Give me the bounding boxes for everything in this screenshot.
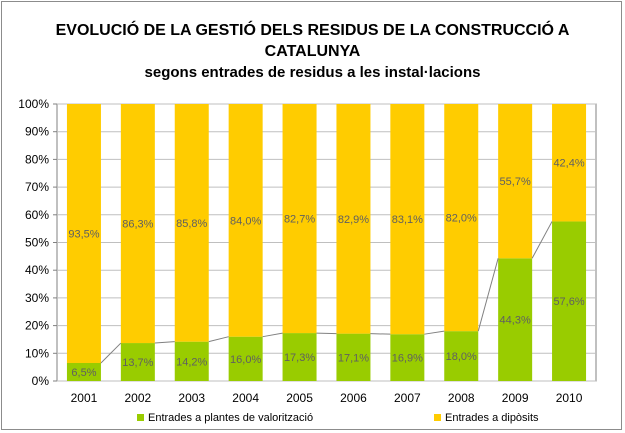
y-tick-label: 30% bbox=[25, 291, 49, 305]
x-tick-label: 2006 bbox=[340, 391, 367, 405]
bar-diposits bbox=[552, 104, 587, 222]
data-label-diposits: 82,9% bbox=[338, 214, 369, 226]
y-tick-label: 20% bbox=[25, 319, 49, 333]
chart-title-line2: CATALUNYA bbox=[264, 43, 361, 60]
bar-diposits bbox=[390, 104, 425, 335]
x-tick-label: 2004 bbox=[232, 391, 259, 405]
x-tick-label: 2007 bbox=[394, 391, 421, 405]
data-label-valoritzacio: 17,3% bbox=[284, 352, 315, 364]
series-line-segment bbox=[370, 333, 391, 335]
y-tick-label: 100% bbox=[18, 97, 49, 111]
x-tick-label: 2010 bbox=[556, 391, 583, 405]
data-label-diposits: 82,0% bbox=[446, 213, 477, 225]
data-label-diposits: 84,0% bbox=[230, 215, 261, 227]
series-line-segment bbox=[100, 342, 122, 364]
bar-valoritzacio bbox=[498, 258, 533, 381]
data-label-diposits: 82,7% bbox=[284, 214, 315, 226]
x-tick-label: 2003 bbox=[178, 391, 205, 405]
chart-subtitle: segons entrades de residus a les instal·… bbox=[144, 64, 481, 81]
bar-diposits bbox=[120, 104, 155, 344]
legend-label-diposits: Entrades a dipòsits bbox=[445, 412, 539, 424]
bar-diposits bbox=[228, 104, 263, 337]
x-tick-label: 2005 bbox=[286, 391, 313, 405]
data-label-diposits: 85,8% bbox=[176, 218, 207, 230]
bar-diposits bbox=[336, 104, 371, 334]
bar-valoritzacio bbox=[228, 336, 263, 381]
bar-valoritzacio bbox=[390, 334, 425, 381]
bar-diposits bbox=[282, 104, 317, 334]
y-tick-label: 60% bbox=[25, 208, 49, 222]
y-tick-label: 10% bbox=[25, 346, 49, 360]
series-line-segment bbox=[154, 341, 175, 344]
data-label-valoritzacio: 57,6% bbox=[553, 296, 584, 308]
data-label-diposits: 86,3% bbox=[122, 219, 153, 231]
x-tick-label: 2002 bbox=[124, 391, 151, 405]
legend-swatch-valoritzacio bbox=[137, 414, 144, 421]
chart-title-line1: EVOLUCIÓ DE LA GESTIÓ DELS RESIDUS DE LA… bbox=[55, 22, 570, 39]
data-label-valoritzacio: 16,9% bbox=[392, 353, 423, 365]
y-tick-label: 90% bbox=[25, 125, 49, 139]
bar-diposits bbox=[498, 104, 533, 259]
data-label-diposits: 55,7% bbox=[500, 176, 531, 188]
data-label-valoritzacio: 16,0% bbox=[230, 354, 261, 366]
data-label-valoritzacio: 44,3% bbox=[500, 315, 531, 327]
bar-diposits bbox=[444, 104, 479, 332]
bar-valoritzacio bbox=[336, 333, 371, 381]
series-line-segment bbox=[208, 336, 229, 343]
data-label-valoritzacio: 14,2% bbox=[176, 356, 207, 368]
data-label-valoritzacio: 6,5% bbox=[71, 367, 96, 379]
bar-diposits bbox=[174, 104, 209, 342]
y-tick-label: 0% bbox=[32, 374, 50, 388]
bar-valoritzacio bbox=[120, 343, 155, 381]
bar-valoritzacio bbox=[552, 221, 587, 381]
y-tick-label: 80% bbox=[25, 152, 49, 166]
data-label-diposits: 42,4% bbox=[553, 158, 584, 170]
bar-diposits bbox=[66, 104, 101, 363]
series-line-segment bbox=[477, 258, 499, 332]
data-label-valoritzacio: 13,7% bbox=[122, 357, 153, 369]
data-label-diposits: 83,1% bbox=[392, 214, 423, 226]
bar-valoritzacio bbox=[66, 362, 101, 381]
y-tick-label: 40% bbox=[25, 263, 49, 277]
x-tick-label: 2008 bbox=[448, 391, 475, 405]
series-line-segment bbox=[424, 330, 445, 335]
y-tick-label: 70% bbox=[25, 180, 49, 194]
bar-valoritzacio bbox=[444, 331, 479, 381]
bar-valoritzacio bbox=[174, 341, 209, 381]
x-tick-label: 2001 bbox=[71, 391, 98, 405]
x-tick-label: 2009 bbox=[502, 391, 529, 405]
y-tick-label: 50% bbox=[25, 236, 49, 250]
data-label-valoritzacio: 18,0% bbox=[446, 351, 477, 363]
bar-valoritzacio bbox=[282, 333, 317, 381]
data-label-diposits: 93,5% bbox=[68, 228, 99, 240]
series-line-segment bbox=[531, 221, 553, 259]
series-line-segment bbox=[262, 332, 283, 338]
series-line-segment bbox=[316, 332, 337, 335]
legend-swatch-diposits bbox=[434, 414, 441, 421]
legend-label-valoritzacio: Entrades a plantes de valorització bbox=[148, 412, 313, 424]
data-label-valoritzacio: 17,1% bbox=[338, 352, 369, 364]
